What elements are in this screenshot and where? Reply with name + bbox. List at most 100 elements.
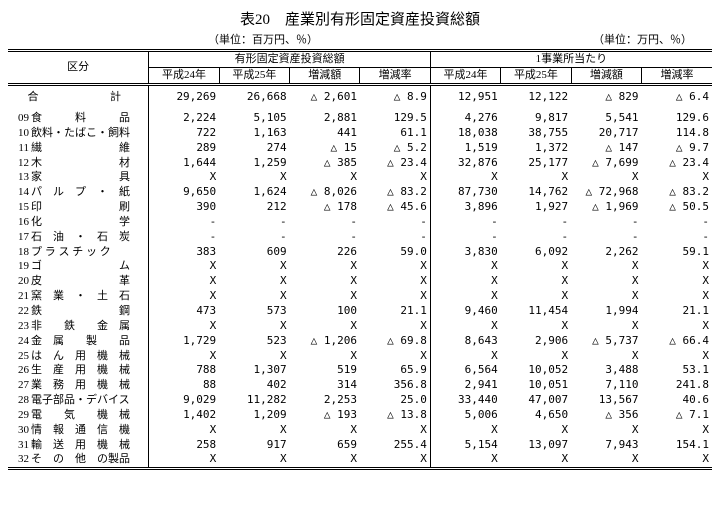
- row-label: 09食 料 品: [8, 111, 149, 126]
- cell: 659: [290, 438, 360, 453]
- cell: 1,372: [501, 141, 571, 156]
- cell: 88: [149, 378, 219, 393]
- row-label: 15印 刷: [8, 200, 149, 215]
- cell: X: [571, 319, 641, 334]
- table-row: 31輸 送 用 機 械258917659255.45,15413,0977,94…: [8, 438, 712, 453]
- cell: X: [149, 349, 219, 364]
- total-c0: 29,269: [149, 90, 219, 105]
- header-group2: 1事業所当たり: [430, 51, 712, 68]
- row-label: 28電子部品・デバイス: [8, 393, 149, 408]
- total-c5: 12,122: [501, 90, 571, 105]
- cell: -: [430, 230, 500, 245]
- cell: 129.5: [360, 111, 430, 126]
- cell: X: [149, 259, 219, 274]
- row-label: 17石 油 ・ 石 炭: [8, 230, 149, 245]
- cell: 59.0: [360, 245, 430, 260]
- cell: 573: [219, 304, 289, 319]
- h-g1-h25: 平成25年: [219, 67, 289, 84]
- cell: 40.6: [642, 393, 712, 408]
- cell: X: [290, 423, 360, 438]
- cell: X: [290, 289, 360, 304]
- cell: 1,729: [149, 334, 219, 349]
- cell: 9,650: [149, 185, 219, 200]
- cell: 9,460: [430, 304, 500, 319]
- cell: 18,038: [430, 126, 500, 141]
- total-c4: 12,951: [430, 90, 500, 105]
- unit-right: （単位：万円、％）: [593, 31, 692, 47]
- cell: X: [642, 274, 712, 289]
- row-label: 13家 具: [8, 170, 149, 185]
- cell: 274: [219, 141, 289, 156]
- cell: 21.1: [642, 304, 712, 319]
- h-g2-h24: 平成24年: [430, 67, 500, 84]
- cell: △ 385: [290, 156, 360, 171]
- h-g1-zr: 増減率: [360, 67, 430, 84]
- cell: X: [149, 452, 219, 468]
- cell: 20,717: [571, 126, 641, 141]
- cell: -: [360, 230, 430, 245]
- cell: 788: [149, 363, 219, 378]
- cell: 241.8: [642, 378, 712, 393]
- cell: X: [149, 289, 219, 304]
- row-label: 32そ の 他 の製品: [8, 452, 149, 468]
- cell: -: [501, 230, 571, 245]
- table-row: 20皮 革XXXXXXXX: [8, 274, 712, 289]
- cell: 87,730: [430, 185, 500, 200]
- h-g1-zg: 増減額: [290, 67, 360, 84]
- cell: 609: [219, 245, 289, 260]
- cell: 1,259: [219, 156, 289, 171]
- table-row: 30情 報 通 信 機XXXXXXXX: [8, 423, 712, 438]
- cell: X: [219, 289, 289, 304]
- cell: 226: [290, 245, 360, 260]
- cell: 9,817: [501, 111, 571, 126]
- cell: △ 83.2: [360, 185, 430, 200]
- cell: 1,163: [219, 126, 289, 141]
- cell: X: [360, 259, 430, 274]
- cell: 2,941: [430, 378, 500, 393]
- cell: -: [149, 215, 219, 230]
- cell: 10,051: [501, 378, 571, 393]
- cell: -: [501, 215, 571, 230]
- cell: 722: [149, 126, 219, 141]
- row-label: 24金 属 製 品: [8, 334, 149, 349]
- cell: 8,643: [430, 334, 500, 349]
- total-c2: △ 2,601: [290, 90, 360, 105]
- table-row: 14パ ル プ ・ 紙9,6501,624△ 8,026△ 83.287,730…: [8, 185, 712, 200]
- cell: X: [501, 319, 571, 334]
- table-row: 13家 具XXXXXXXX: [8, 170, 712, 185]
- cell: X: [430, 289, 500, 304]
- cell: X: [219, 452, 289, 468]
- cell: 2,262: [571, 245, 641, 260]
- cell: -: [290, 230, 360, 245]
- cell: △ 178: [290, 200, 360, 215]
- cell: 1,994: [571, 304, 641, 319]
- cell: X: [501, 274, 571, 289]
- cell: X: [430, 170, 500, 185]
- cell: 2,253: [290, 393, 360, 408]
- cell: X: [360, 170, 430, 185]
- cell: 32,876: [430, 156, 500, 171]
- row-label: 11繊 維: [8, 141, 149, 156]
- header-group1: 有形固定資産投資総額: [149, 51, 431, 68]
- cell: △ 66.4: [642, 334, 712, 349]
- cell: X: [430, 423, 500, 438]
- h-g2-zr: 増減率: [642, 67, 712, 84]
- cell: 33,440: [430, 393, 500, 408]
- cell: 154.1: [642, 438, 712, 453]
- table-row: 22鉄 鋼47357310021.19,46011,4541,99421.1: [8, 304, 712, 319]
- cell: △ 147: [571, 141, 641, 156]
- cell: X: [642, 289, 712, 304]
- cell: -: [219, 215, 289, 230]
- cell: X: [290, 170, 360, 185]
- table-row: 17石 油 ・ 石 炭--------: [8, 230, 712, 245]
- cell: 59.1: [642, 245, 712, 260]
- cell: 25.0: [360, 393, 430, 408]
- cell: 114.8: [642, 126, 712, 141]
- cell: △ 5,737: [571, 334, 641, 349]
- cell: -: [430, 215, 500, 230]
- cell: △ 23.4: [642, 156, 712, 171]
- table-row: 27業 務 用 機 械88402314356.82,94110,0517,110…: [8, 378, 712, 393]
- cell: X: [501, 170, 571, 185]
- row-label: 14パ ル プ ・ 紙: [8, 185, 149, 200]
- table-row: 15印 刷390212△ 178△ 45.63,8961,927△ 1,969△…: [8, 200, 712, 215]
